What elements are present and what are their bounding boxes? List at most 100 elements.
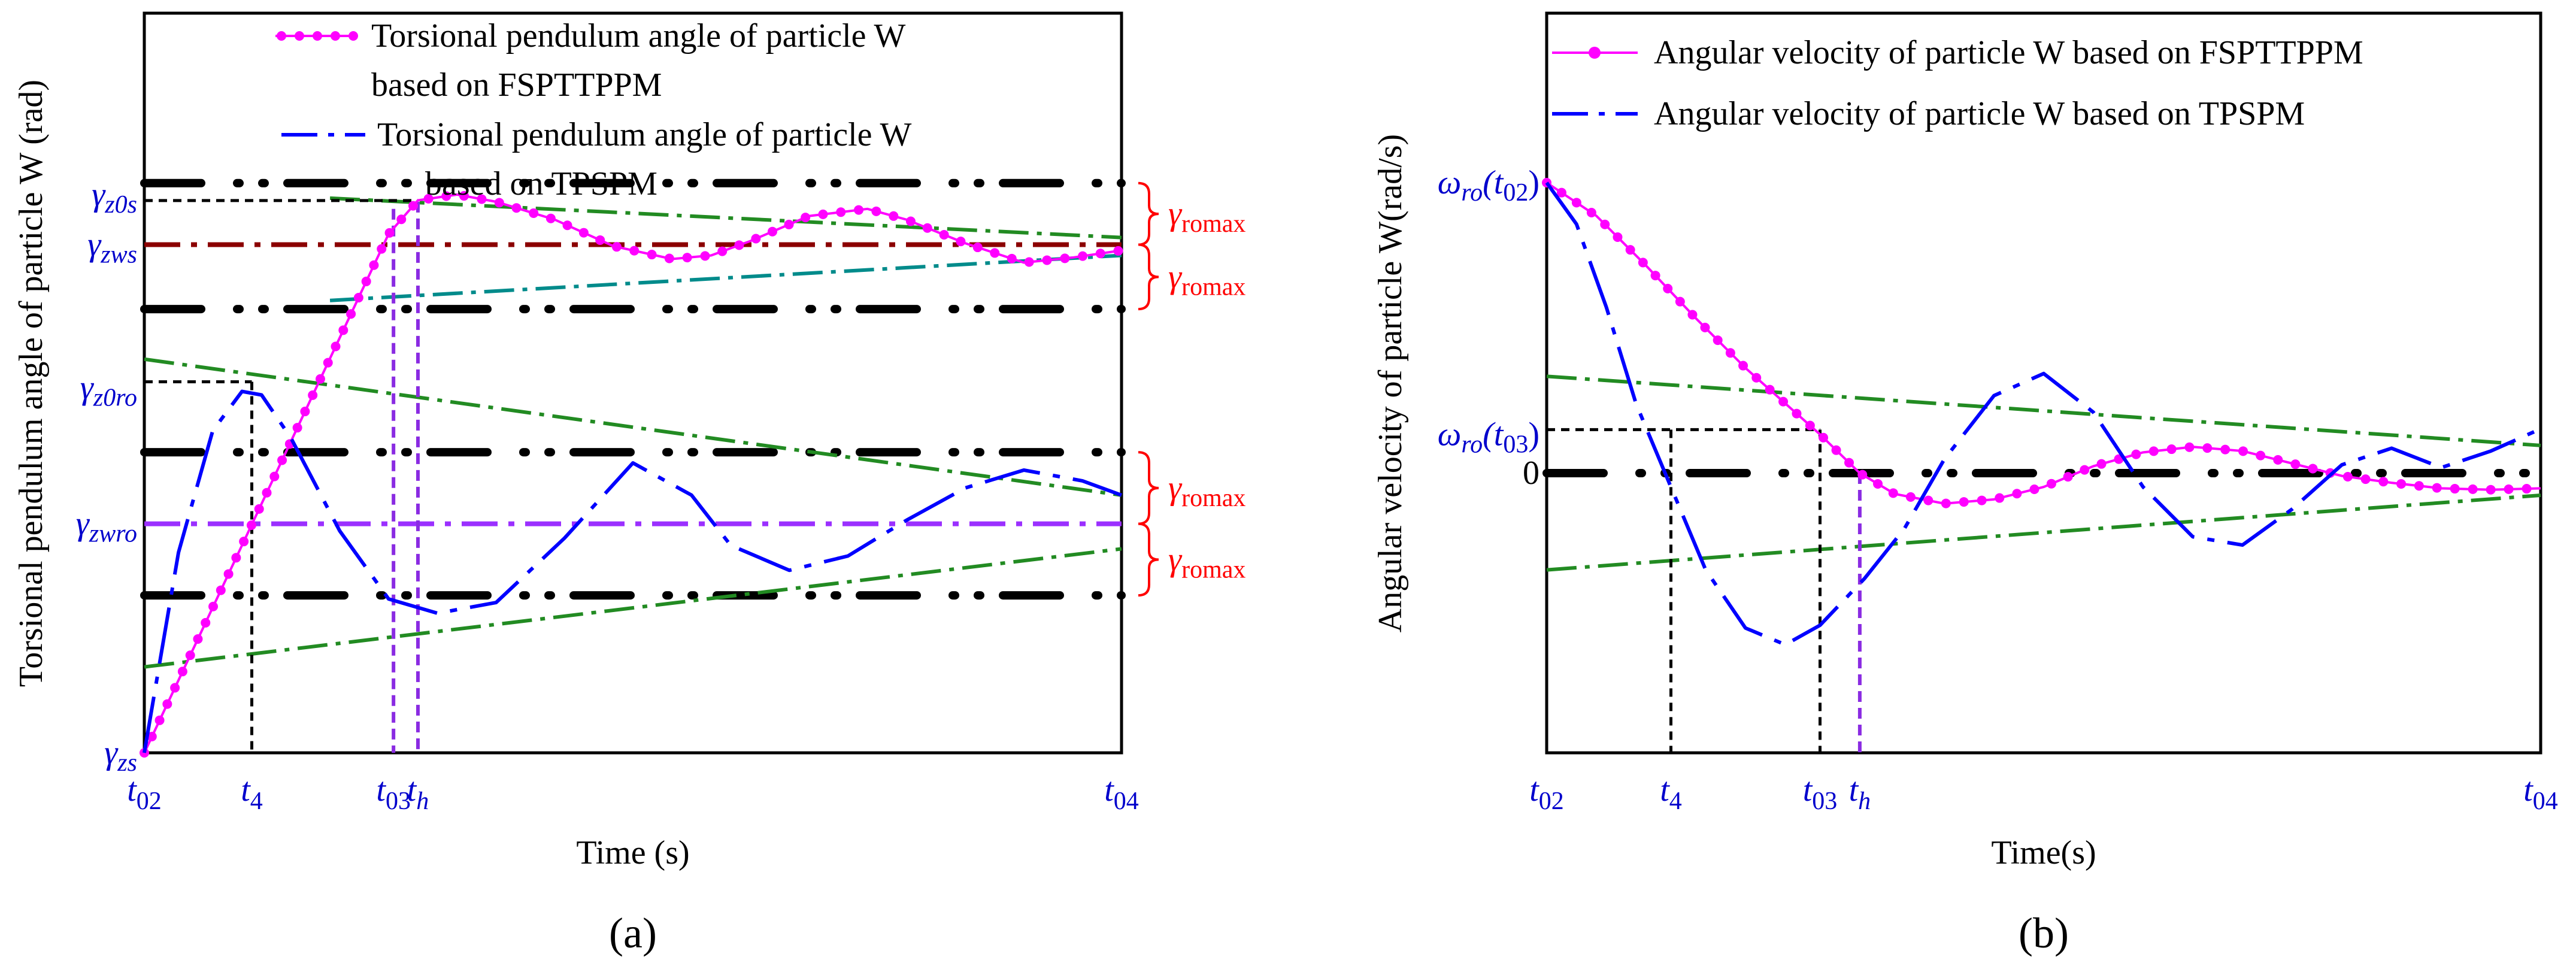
series-marker-fspttppm — [1042, 255, 1052, 265]
brace-label: γromax — [1168, 470, 1245, 512]
series-marker-fspttppm — [1923, 495, 1933, 505]
series-marker-fspttppm — [784, 219, 794, 229]
x-tick-label: t02 — [127, 771, 162, 815]
series-marker-fspttppm — [2308, 464, 2318, 474]
series-marker-fspttppm — [2256, 450, 2266, 461]
series-marker-fspttppm — [193, 634, 203, 644]
series-marker-fspttppm — [2432, 483, 2442, 493]
series-marker-fspttppm — [2012, 489, 2022, 499]
series-marker-fspttppm — [1713, 335, 1723, 346]
series-marker-fspttppm — [254, 504, 264, 514]
series-marker-fspttppm — [529, 208, 539, 218]
series-marker-fspttppm — [292, 423, 302, 433]
series-marker-fspttppm — [408, 201, 418, 211]
plot-frame — [1545, 11, 2542, 755]
series-marker-fspttppm — [2166, 444, 2177, 455]
series-marker-fspttppm — [2290, 459, 2301, 470]
y-tick-label: γzwro — [76, 505, 137, 548]
series-marker-fspttppm — [1959, 497, 1969, 507]
series-marker-fspttppm — [990, 248, 1000, 258]
series-marker-fspttppm — [682, 253, 692, 263]
series-marker-fspttppm — [2148, 446, 2159, 456]
x-axis-title: Time (s) — [576, 834, 689, 871]
series-marker-fspttppm — [1007, 253, 1017, 264]
series-marker-fspttppm — [2360, 474, 2371, 485]
x-tick-label: th — [1849, 771, 1871, 815]
series-marker-fspttppm — [2046, 479, 2056, 489]
series-marker-fspttppm — [2220, 444, 2230, 455]
series-marker-fspttppm — [1765, 384, 1775, 395]
series-marker-fspttppm — [2131, 449, 2141, 459]
series-marker-fspttppm — [2273, 455, 2283, 465]
series-marker-fspttppm — [277, 455, 287, 465]
series-marker-fspttppm — [2029, 484, 2039, 494]
series-marker-fspttppm — [269, 471, 280, 482]
series-marker-fspttppm — [369, 260, 379, 270]
series-marker-fspttppm — [1060, 253, 1070, 264]
brace-1 — [1138, 243, 1159, 311]
legend-label-fspttppm: Torsional pendulum angle of particle W — [371, 17, 905, 54]
series-marker-fspttppm — [1663, 283, 1673, 293]
series-marker-fspttppm — [2450, 484, 2460, 494]
brace-label: γromax — [1168, 258, 1245, 301]
brace-label: γromax — [1168, 541, 1245, 583]
series-marker-fspttppm — [300, 407, 310, 417]
y-tick-label: γzs — [104, 734, 137, 777]
y-tick-label: ωro(t03) — [1438, 416, 1539, 458]
series-marker-fspttppm — [1650, 271, 1660, 281]
series-marker-fspttppm — [511, 203, 522, 213]
series-marker-fspttppm — [1078, 251, 1088, 261]
series-marker-fspttppm — [441, 191, 451, 201]
series-marker-fspttppm — [170, 683, 180, 693]
series-marker-fspttppm — [2486, 485, 2496, 495]
series-marker-fspttppm — [1556, 187, 1566, 198]
series-marker-fspttppm — [185, 650, 195, 661]
series-marker-fspttppm — [338, 325, 348, 335]
envelope-line-2 — [144, 357, 1122, 497]
legend-marker-fspttppm — [313, 31, 322, 41]
series-marker-fspttppm — [2080, 465, 2090, 475]
legend-marker-fspttppm — [1589, 47, 1601, 59]
series-marker-fspttppm — [956, 237, 966, 247]
series-marker-fspttppm — [836, 207, 846, 217]
series-marker-fspttppm — [1095, 249, 1105, 259]
series-marker-fspttppm — [939, 229, 949, 240]
series-line-tpspm — [1545, 181, 2542, 647]
legend-label-tpspm: Torsional pendulum angle of particle W — [377, 116, 911, 153]
series-marker-fspttppm — [1905, 492, 1916, 502]
series-marker-fspttppm — [459, 191, 469, 201]
envelope-line-0 — [329, 196, 1122, 240]
series-marker-fspttppm — [494, 198, 504, 208]
series-marker-fspttppm — [1638, 258, 1648, 268]
series-marker-fspttppm — [308, 390, 318, 400]
series-marker-fspttppm — [1941, 498, 1951, 508]
series-marker-fspttppm — [854, 205, 864, 215]
series-marker-fspttppm — [595, 235, 605, 245]
series-marker-fspttppm — [1113, 246, 1123, 256]
x-tick-label: th — [407, 771, 429, 815]
series-marker-fspttppm — [2238, 446, 2248, 456]
legend-label-fspttppm-line2: based on FSPTTPPM — [371, 66, 662, 104]
series-marker-fspttppm — [1600, 219, 1610, 229]
series-marker-fspttppm — [147, 731, 157, 741]
series-marker-fspttppm — [1995, 493, 2005, 503]
series-marker-fspttppm — [384, 228, 395, 238]
series-marker-fspttppm — [1873, 479, 1883, 489]
brace-0 — [1138, 181, 1159, 246]
panel-b: t02 t4 t03 th t04 ωro(t02) ωro(t03)0 Angular ve… — [1372, 11, 2558, 957]
series-marker-fspttppm — [477, 194, 487, 204]
series-marker-fspttppm — [664, 253, 674, 264]
series-marker-fspttppm — [2202, 443, 2213, 453]
series-marker-fspttppm — [1831, 445, 1841, 455]
series-marker-fspttppm — [1613, 232, 1623, 242]
series-marker-fspttppm — [361, 276, 371, 286]
legend-marker-fspttppm — [277, 31, 286, 41]
legend-marker-fspttppm — [295, 31, 304, 41]
series-marker-fspttppm — [2396, 479, 2407, 489]
series-marker-fspttppm — [700, 251, 710, 261]
series-marker-fspttppm — [239, 537, 249, 547]
series-marker-fspttppm — [972, 243, 983, 253]
series-marker-fspttppm — [562, 220, 572, 231]
y-tick-label: γz0ro — [80, 370, 137, 412]
series-marker-fspttppm — [315, 374, 325, 384]
